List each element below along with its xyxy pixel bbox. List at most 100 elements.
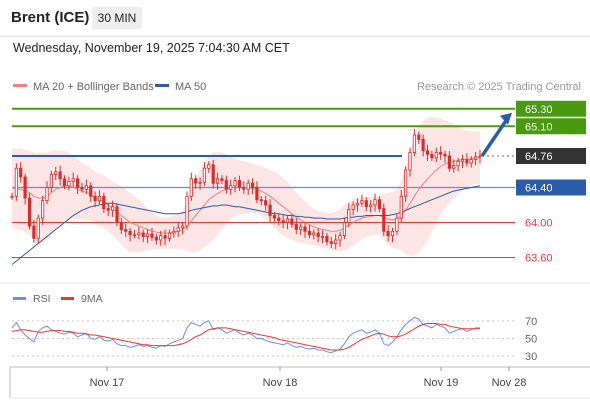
candle-body — [250, 182, 255, 188]
candle-body — [347, 208, 351, 223]
candle-body — [285, 218, 290, 223]
candle-body — [316, 232, 320, 237]
candle-body — [19, 167, 23, 178]
candle-body — [154, 236, 158, 241]
candle-body — [45, 187, 49, 202]
candle-body — [10, 195, 14, 198]
candle-body — [97, 195, 102, 202]
candle-body — [369, 204, 373, 208]
candle-body — [399, 195, 403, 219]
candle-body — [417, 134, 421, 140]
candle-body — [329, 241, 333, 244]
forecast-arrow-shaft — [480, 116, 510, 157]
candle-body — [102, 195, 106, 210]
rsi-legend-swatch — [13, 297, 26, 300]
candle-body — [403, 169, 408, 197]
candle-body — [54, 171, 58, 175]
candle-body — [408, 152, 412, 171]
price-tag-label-0: 65.30 — [525, 104, 553, 116]
candle-body — [377, 199, 382, 209]
candle-body — [233, 180, 237, 187]
candle-body — [443, 153, 447, 157]
candle-body — [373, 199, 377, 206]
chart-datetime: Wednesday, November 19, 2025 7:04:30 AM … — [13, 41, 290, 55]
candle-body — [49, 173, 54, 188]
candle-body — [128, 230, 132, 236]
candle-body — [390, 230, 395, 237]
x-tick-label-2: Nov 19 — [424, 377, 459, 389]
instrument-title: Brent (ICE) — [11, 9, 90, 26]
candle-body — [294, 223, 298, 230]
candle-body — [307, 230, 312, 236]
candle-body — [277, 217, 281, 222]
candle-body — [290, 218, 294, 225]
candle-body — [465, 159, 469, 164]
candle-body — [395, 217, 399, 232]
candle-body — [259, 199, 263, 202]
candle-body — [438, 152, 443, 155]
candle-body — [172, 230, 176, 234]
x-tick-label-1: Nov 18 — [263, 377, 298, 389]
timeframe-button[interactable]: 30 MIN — [92, 7, 142, 29]
candle-body — [412, 134, 417, 153]
candle-body — [93, 195, 97, 202]
candle-body — [189, 178, 193, 197]
candle-body — [364, 200, 368, 208]
candle-body — [76, 178, 80, 188]
candle-body — [220, 178, 224, 181]
candle-body — [141, 232, 145, 237]
forecast-arrow-head — [500, 112, 512, 125]
candle-body — [242, 187, 246, 190]
candle-body — [167, 232, 172, 239]
rsi-tick-2: 30 — [525, 351, 537, 363]
candle-body — [268, 204, 272, 216]
price-tag-label-1: 65.10 — [525, 121, 553, 133]
candle-body — [159, 235, 163, 241]
candle-body — [176, 227, 180, 232]
candle-body — [434, 152, 438, 159]
candle-body — [320, 236, 325, 238]
candle-body — [71, 178, 75, 182]
candle-body — [111, 206, 115, 211]
candle-body — [132, 234, 137, 237]
price-label-5: 63.60 — [525, 253, 553, 265]
rsi-ma-legend-label: 9MA — [81, 293, 103, 305]
candle-body — [460, 159, 465, 162]
candle-body — [185, 195, 189, 227]
candle-body — [211, 164, 215, 184]
candle-body — [264, 200, 268, 206]
price-tag-label-3: 64.40 — [525, 183, 553, 195]
candle-body — [430, 153, 434, 159]
rsi-tick-0: 70 — [525, 316, 537, 328]
candle-body — [58, 171, 62, 180]
rsi-legend-label: RSI — [33, 293, 51, 305]
candle-body — [360, 200, 364, 204]
rsi-tick-1: 50 — [525, 334, 537, 346]
candle-body — [145, 233, 150, 237]
ma50-legend-label: MA 50 — [175, 81, 206, 93]
ma20-legend-swatch — [13, 84, 27, 87]
candle-body — [36, 217, 40, 239]
candle-body — [23, 176, 27, 199]
rsi-ma-line — [11, 323, 480, 351]
candle-body — [351, 204, 355, 210]
rsi-ma-legend-swatch — [61, 297, 74, 300]
candle-body — [325, 236, 329, 243]
candle-body — [473, 156, 478, 160]
candle-body — [334, 239, 338, 244]
candle-body — [281, 220, 285, 223]
price-tag-1 — [516, 118, 586, 135]
candle-body — [137, 232, 141, 236]
candle-body — [115, 206, 119, 223]
candle-body — [224, 180, 228, 190]
candle-body — [338, 235, 342, 241]
candle-body — [198, 181, 202, 184]
candle-body — [62, 178, 67, 187]
candle-body — [342, 222, 347, 237]
candle-body — [207, 164, 211, 169]
candle-body — [150, 233, 154, 238]
candle-body — [202, 167, 206, 183]
candle-body — [303, 226, 307, 232]
candle-body — [386, 230, 390, 237]
